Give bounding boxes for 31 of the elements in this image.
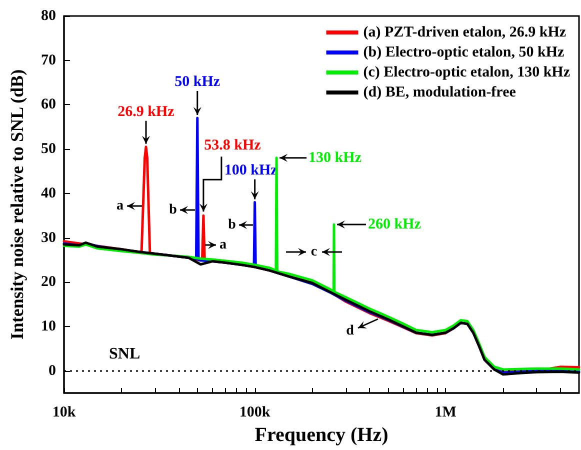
y-tick-label: 0: [48, 362, 56, 379]
y-tick-label: 20: [41, 274, 56, 290]
x-axis-title: Frequency (Hz): [254, 424, 388, 446]
annotation: 130 kHz: [308, 150, 362, 166]
annotation: 50 kHz: [174, 74, 220, 90]
annotation: 53.8 kHz: [204, 138, 262, 154]
y-tick-label: 50: [41, 141, 56, 158]
y-axis-title: Intensity noise relative to SNL (dB): [7, 69, 27, 340]
annotation: c: [310, 244, 318, 260]
legend-label: (a) PZT-driven etalon, 26.9 kHz: [363, 24, 566, 40]
annotation: 260 kHz: [368, 216, 422, 232]
annotation: b: [228, 218, 236, 232]
annotation: a: [116, 198, 124, 214]
y-tick-label: 40: [41, 185, 56, 202]
legend-label: (b) Electro-optic etalon, 50 kHz: [363, 44, 565, 60]
y-tick-label: 80: [41, 8, 56, 24]
annotation: a: [220, 238, 226, 252]
y-tick-label: 10: [41, 318, 56, 334]
y-tick-label: 60: [41, 96, 56, 113]
legend-label: (d) BE, modulation-free: [363, 84, 516, 100]
ref-line-label: SNL: [109, 345, 140, 362]
annotation: d: [346, 324, 354, 338]
x-tick-label: 10k: [52, 404, 76, 420]
legend-label: (c) Electro-optic etalon, 130 kHz: [363, 64, 570, 80]
annotation: 100 kHz: [224, 162, 278, 178]
y-tick-label: 70: [41, 52, 56, 68]
x-tick-label: 1M: [434, 404, 456, 420]
y-tick-label: 30: [41, 230, 56, 246]
annotation: b: [169, 202, 178, 218]
x-tick-label: 100k: [239, 404, 271, 420]
annotation: 26.9 kHz: [118, 104, 175, 120]
